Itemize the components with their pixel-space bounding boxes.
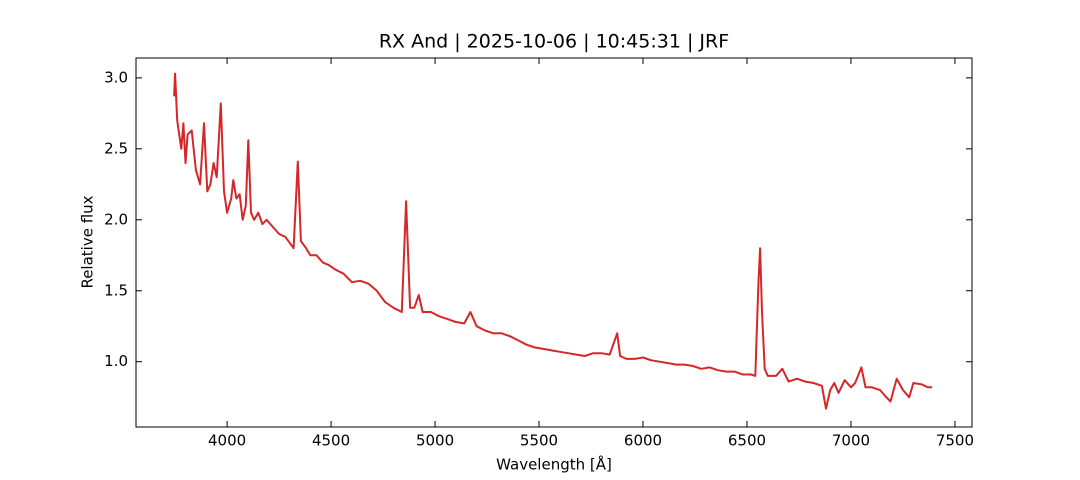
plot-frame (135, 57, 973, 428)
y-tick-label: 1.5 (104, 281, 128, 299)
x-tick-label: 5500 (520, 432, 558, 450)
x-tick-label: 7000 (832, 432, 870, 450)
chart-title: RX And | 2025-10-06 | 10:45:31 | JRF (379, 31, 729, 53)
x-axis-label: Wavelength [Å] (496, 455, 612, 474)
x-tick-label: 7500 (936, 432, 974, 450)
x-tick-label: 6500 (728, 432, 766, 450)
x-tick-label: 5000 (416, 432, 454, 450)
y-tick-label: 2.0 (104, 210, 128, 228)
y-tick-label: 2.5 (104, 139, 128, 157)
y-tick-label: 3.0 (104, 68, 128, 86)
x-tick-label: 4500 (312, 432, 350, 450)
y-tick-label: 1.0 (104, 352, 128, 370)
x-tick-label: 6000 (624, 432, 662, 450)
spectrum-line (173, 72, 933, 410)
x-tick-label: 4000 (208, 432, 246, 450)
y-axis-label: Relative flux (79, 195, 97, 288)
